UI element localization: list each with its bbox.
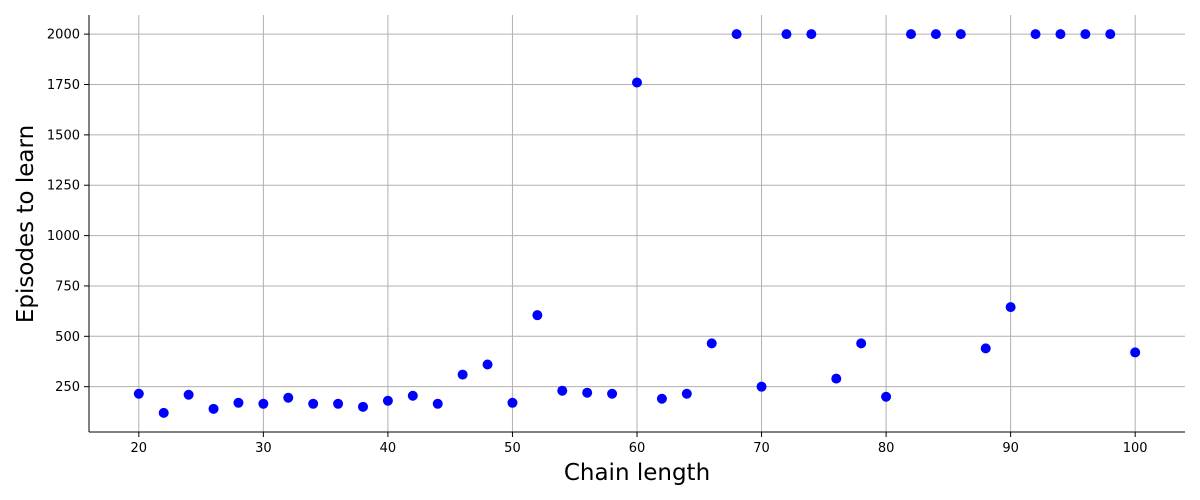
data-point bbox=[258, 398, 269, 409]
y-tick-label: 500 bbox=[55, 330, 80, 345]
data-point bbox=[233, 397, 244, 408]
x-tick-label: 100 bbox=[1123, 441, 1148, 456]
y-axis-label: Episodes to learn bbox=[13, 125, 39, 323]
data-point bbox=[407, 390, 418, 401]
x-axis-ticks: 20 30 40 50 60 70 80 90 100 bbox=[131, 432, 1148, 456]
data-point bbox=[756, 381, 767, 392]
data-point bbox=[382, 395, 393, 406]
x-tick-label: 60 bbox=[629, 441, 646, 456]
data-point bbox=[1005, 302, 1016, 313]
data-point bbox=[1080, 29, 1091, 40]
x-tick-label: 90 bbox=[1002, 441, 1019, 456]
x-axis-label: Chain length bbox=[564, 460, 710, 486]
data-point bbox=[632, 77, 642, 88]
data-point bbox=[532, 310, 543, 321]
data-point bbox=[1055, 29, 1066, 40]
data-point bbox=[283, 392, 294, 403]
data-point bbox=[1105, 29, 1116, 40]
data-point bbox=[482, 359, 493, 370]
y-tick-label: 250 bbox=[55, 380, 80, 395]
data-point bbox=[856, 338, 867, 349]
x-tick-label: 20 bbox=[131, 441, 148, 456]
data-points bbox=[133, 29, 1141, 418]
x-tick-label: 40 bbox=[380, 441, 397, 456]
data-point bbox=[1130, 347, 1141, 358]
data-point bbox=[582, 387, 593, 398]
data-point bbox=[831, 373, 842, 384]
data-point bbox=[930, 29, 941, 40]
y-tick-label: 2000 bbox=[47, 28, 80, 43]
data-point bbox=[955, 29, 966, 40]
y-tick-label: 1750 bbox=[47, 78, 80, 93]
data-point bbox=[681, 388, 692, 399]
x-tick-label: 70 bbox=[753, 441, 770, 456]
data-point bbox=[208, 403, 219, 414]
y-tick-label: 1000 bbox=[47, 229, 80, 244]
data-point bbox=[308, 398, 319, 409]
data-point bbox=[133, 388, 144, 399]
y-tick-label: 1250 bbox=[47, 179, 80, 194]
data-point bbox=[183, 389, 194, 400]
grid bbox=[89, 15, 1185, 432]
data-point bbox=[607, 388, 618, 399]
x-tick-label: 50 bbox=[504, 441, 521, 456]
data-point bbox=[980, 343, 991, 354]
data-point bbox=[1030, 29, 1041, 40]
y-axis-ticks: 250 500 750 1000 1250 1500 1750 2000 bbox=[47, 28, 89, 395]
data-point bbox=[333, 398, 344, 409]
y-tick-label: 750 bbox=[55, 279, 80, 294]
data-point bbox=[432, 398, 443, 409]
data-point bbox=[557, 385, 568, 396]
data-point bbox=[358, 401, 368, 412]
data-point bbox=[781, 29, 792, 40]
data-point bbox=[906, 29, 916, 40]
x-tick-label: 30 bbox=[255, 441, 272, 456]
y-tick-label: 1500 bbox=[47, 128, 80, 143]
data-point bbox=[731, 29, 742, 40]
data-point bbox=[507, 397, 518, 408]
data-point bbox=[881, 391, 892, 402]
data-point bbox=[457, 369, 468, 380]
x-tick-label: 80 bbox=[878, 441, 895, 456]
data-point bbox=[806, 29, 817, 40]
data-point bbox=[656, 393, 667, 404]
data-point bbox=[706, 338, 717, 349]
data-point bbox=[158, 407, 169, 418]
